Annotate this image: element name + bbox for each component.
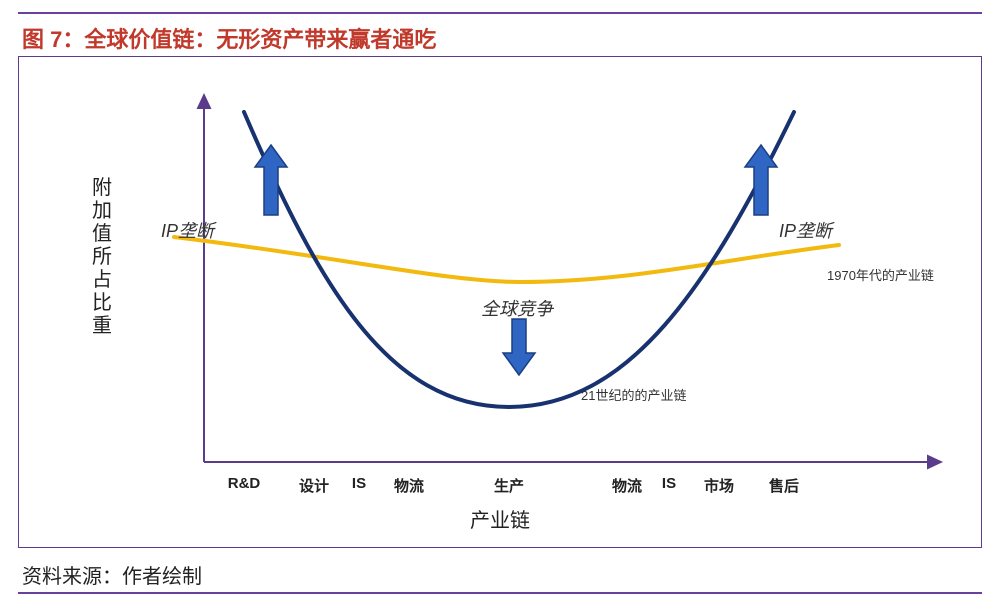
x-tick-label: 物流 <box>394 475 424 496</box>
x-tick-label: R&D <box>228 475 261 492</box>
x-ticks: R&D 设计 IS 物流 生产 物流 IS 市场 售后 <box>19 475 981 497</box>
bottom-rule <box>18 592 982 594</box>
source-text: 资料来源：作者绘制 <box>22 560 202 589</box>
arrow-down-mid <box>503 319 535 375</box>
x-tick-label: 生产 <box>494 475 524 496</box>
annotation-compete: 全球竞争 <box>481 295 553 321</box>
x-axis-label: 产业链 <box>19 504 981 533</box>
y-axis-label: 附加值所占比重 <box>91 177 113 338</box>
x-tick-label: 市场 <box>704 475 734 496</box>
figure-container: 图 7：全球价值链：无形资产带来赢者通吃 附加值所占比重 R&D 设计 IS 物流 生产… <box>0 0 1000 604</box>
curve-1970s <box>174 237 839 282</box>
chart-box: 附加值所占比重 R&D 设计 IS 物流 生产 物流 IS 市场 售后 产业链 IP垄断 IP垄断… <box>18 56 982 548</box>
x-tick-label: 物流 <box>612 475 642 496</box>
x-tick-label: 设计 <box>299 475 329 496</box>
figure-title: 图 7：全球价值链：无形资产带来赢者通吃 <box>22 22 436 54</box>
annotation-label_21c: 21世纪的的产业链 <box>581 385 686 404</box>
annotation-ip_right: IP垄断 <box>779 217 832 243</box>
annotation-ip_left: IP垄断 <box>161 217 214 243</box>
annotation-label_1970: 1970年代的产业链 <box>827 265 934 284</box>
x-tick-label: IS <box>352 475 366 492</box>
x-tick-label: 售后 <box>769 475 799 496</box>
arrow-up-left <box>255 145 287 215</box>
top-rule <box>18 12 982 14</box>
x-tick-label: IS <box>662 475 676 492</box>
